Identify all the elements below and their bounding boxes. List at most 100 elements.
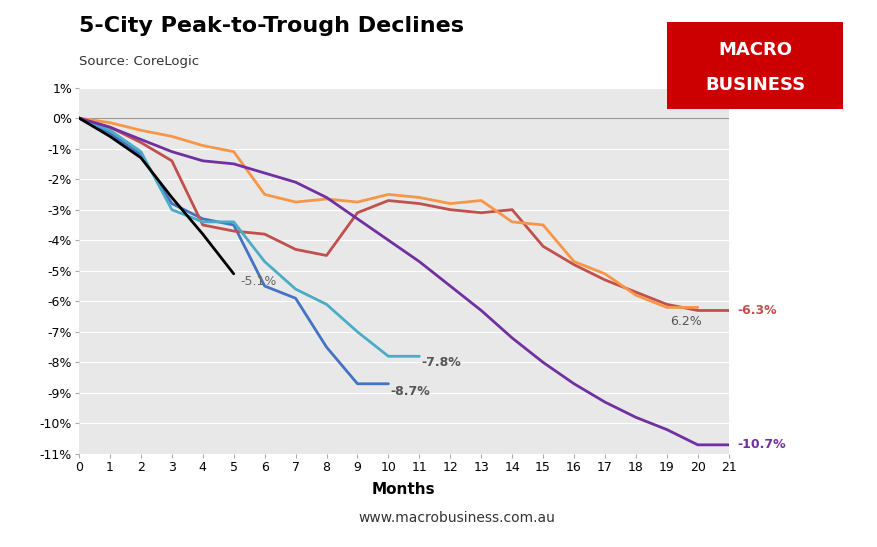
1989-91: [506, 206, 517, 213]
1982-83: [259, 283, 269, 289]
2010-12: [692, 304, 702, 311]
2010-12: [228, 148, 239, 155]
Legend: 1982-83, 1989-91, 2008-09, 2010-12, 2017-19, 2022: 1982-83, 1989-91, 2008-09, 2010-12, 2017…: [79, 541, 617, 547]
2017-19: [290, 179, 301, 185]
2017-19: [414, 258, 424, 265]
Text: MACRO: MACRO: [717, 41, 791, 59]
2017-19: [692, 441, 702, 448]
1989-91: [321, 252, 332, 259]
2010-12: [599, 271, 610, 277]
Text: BUSINESS: BUSINESS: [704, 76, 804, 94]
1989-91: [135, 139, 146, 146]
1982-83: [352, 381, 362, 387]
2010-12: [135, 127, 146, 133]
Text: -5.1%: -5.1%: [239, 275, 276, 288]
1989-91: [568, 261, 579, 268]
1982-83: [104, 130, 115, 137]
2008-09: [104, 127, 115, 133]
2010-12: [290, 199, 301, 205]
Line: 2008-09: 2008-09: [79, 118, 419, 356]
1989-91: [692, 307, 702, 314]
2010-12: [661, 304, 672, 311]
Line: 1989-91: 1989-91: [79, 118, 728, 311]
2017-19: [661, 426, 672, 433]
Text: 6.2%: 6.2%: [669, 315, 701, 328]
1989-91: [445, 206, 455, 213]
2008-09: [228, 219, 239, 225]
1989-91: [167, 158, 177, 164]
2010-12: [167, 133, 177, 139]
2010-12: [475, 197, 486, 204]
2010-12: [445, 200, 455, 207]
1982-83: [135, 152, 146, 158]
2010-12: [74, 115, 84, 121]
2010-12: [568, 258, 579, 265]
2022: [228, 271, 239, 277]
2008-09: [290, 286, 301, 292]
1989-91: [723, 307, 733, 314]
2010-12: [321, 196, 332, 202]
2008-09: [321, 301, 332, 307]
1989-91: [228, 228, 239, 234]
1982-83: [167, 200, 177, 207]
1982-83: [290, 295, 301, 301]
2017-19: [321, 194, 332, 201]
Text: www.macrobusiness.com.au: www.macrobusiness.com.au: [358, 511, 554, 525]
2017-19: [538, 359, 548, 365]
2017-19: [568, 381, 579, 387]
Text: -8.7%: -8.7%: [389, 385, 429, 398]
2017-19: [167, 148, 177, 155]
1989-91: [382, 197, 393, 204]
2010-12: [506, 219, 517, 225]
X-axis label: Months: Months: [372, 482, 435, 497]
2022: [74, 115, 84, 121]
1982-83: [197, 216, 208, 222]
1989-91: [290, 246, 301, 253]
1989-91: [104, 124, 115, 131]
2010-12: [414, 194, 424, 201]
2017-19: [74, 115, 84, 121]
1989-91: [630, 289, 640, 295]
1989-91: [475, 210, 486, 216]
2017-19: [197, 158, 208, 164]
Line: 2010-12: 2010-12: [79, 118, 697, 307]
1982-83: [382, 381, 393, 387]
2022: [135, 154, 146, 161]
1989-91: [538, 243, 548, 249]
1989-91: [259, 231, 269, 237]
2010-12: [104, 119, 115, 126]
2017-19: [228, 161, 239, 167]
Line: 2022: 2022: [79, 118, 233, 274]
2017-19: [104, 124, 115, 131]
2010-12: [259, 191, 269, 197]
Text: -7.8%: -7.8%: [420, 356, 460, 369]
2008-09: [135, 148, 146, 155]
2008-09: [259, 258, 269, 265]
1989-91: [74, 115, 84, 121]
Line: 1982-83: 1982-83: [79, 118, 388, 384]
1989-91: [352, 210, 362, 216]
1989-91: [661, 301, 672, 307]
2017-19: [352, 216, 362, 222]
1989-91: [414, 200, 424, 207]
2010-12: [382, 191, 393, 197]
Line: 2017-19: 2017-19: [79, 118, 728, 445]
1982-83: [321, 344, 332, 351]
2022: [104, 133, 115, 139]
1989-91: [197, 222, 208, 228]
Text: Source: CoreLogic: Source: CoreLogic: [79, 55, 199, 68]
2008-09: [352, 329, 362, 335]
2017-19: [599, 399, 610, 405]
2022: [197, 231, 208, 237]
Text: -10.7%: -10.7%: [737, 438, 785, 451]
2017-19: [135, 136, 146, 143]
2008-09: [74, 115, 84, 121]
2017-19: [445, 283, 455, 289]
1982-83: [228, 222, 239, 228]
2017-19: [506, 335, 517, 341]
2008-09: [167, 206, 177, 213]
2008-09: [414, 353, 424, 359]
2008-09: [197, 219, 208, 225]
2010-12: [630, 292, 640, 299]
2010-12: [197, 142, 208, 149]
